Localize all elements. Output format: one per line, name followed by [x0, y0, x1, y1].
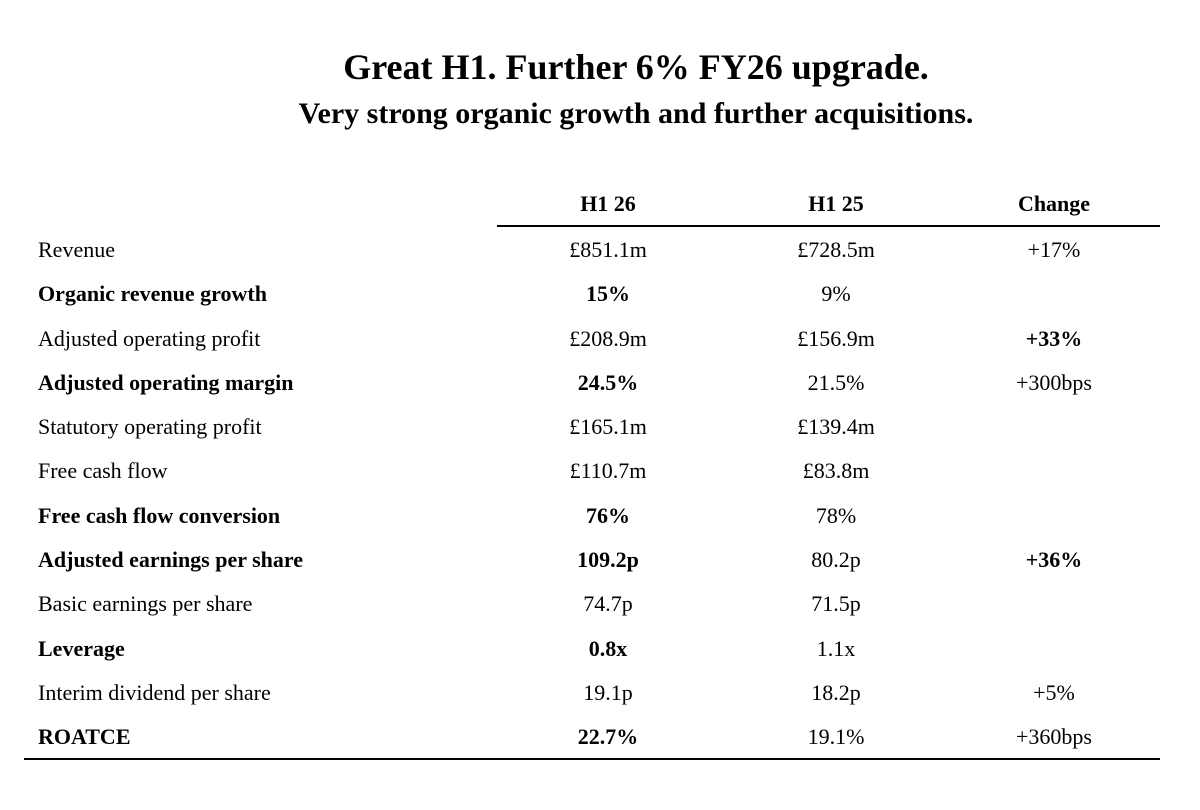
- table-row-interim-dividend: Interim dividend per share 19.1p 18.2p +…: [0, 671, 1200, 715]
- row-label: Free cash flow conversion: [38, 502, 281, 528]
- column-header-h1-25: H1 25: [808, 191, 864, 216]
- cell-h1-26: 109.2p: [577, 547, 639, 573]
- cell-h1-26: 24.5%: [577, 369, 639, 395]
- row-label: Basic earnings per share: [38, 591, 253, 617]
- cell-h1-25: 18.2p: [811, 679, 861, 705]
- cell-h1-25: 80.2p: [811, 547, 861, 573]
- row-label: Adjusted operating margin: [38, 369, 294, 395]
- header-divider: [497, 225, 1160, 227]
- row-label: Leverage: [38, 635, 125, 661]
- page-subtitle: Very strong organic growth and further a…: [298, 97, 974, 130]
- cell-h1-25: 21.5%: [807, 369, 865, 395]
- results-table: Revenue £851.1m £728.5m +17% Organic rev…: [0, 228, 1200, 760]
- cell-change: +33%: [1025, 325, 1083, 351]
- cell-h1-25: £83.8m: [802, 458, 870, 484]
- cell-change: +17%: [1027, 237, 1081, 262]
- cell-h1-26: £165.1m: [569, 414, 647, 440]
- row-label: Organic revenue growth: [38, 281, 267, 307]
- table-row-adjusted-operating-margin: Adjusted operating margin 24.5% 21.5% +3…: [0, 361, 1200, 405]
- cell-h1-26: £851.1m: [569, 237, 647, 262]
- column-header-h1-26: H1 26: [580, 191, 636, 216]
- cell-change: +300bps: [1016, 369, 1092, 395]
- cell-change: +36%: [1025, 547, 1083, 573]
- table-bottom-divider: [24, 758, 1160, 760]
- row-label: ROATCE: [38, 724, 131, 750]
- cell-change: +5%: [1033, 679, 1075, 705]
- cell-h1-25: 1.1x: [816, 635, 856, 661]
- cell-h1-25: 19.1%: [807, 724, 865, 750]
- table-row-organic-revenue-growth: Organic revenue growth 15% 9%: [0, 272, 1200, 316]
- row-label: Adjusted earnings per share: [38, 547, 304, 573]
- row-label: Revenue: [38, 237, 115, 262]
- table-row-adjusted-operating-profit: Adjusted operating profit £208.9m £156.9…: [0, 317, 1200, 361]
- cell-h1-25: £139.4m: [797, 414, 875, 440]
- row-label: Free cash flow: [38, 458, 168, 484]
- cell-h1-25: 9%: [821, 281, 851, 307]
- table-row-roatce: ROATCE 22.7% 19.1% +360bps: [0, 715, 1200, 759]
- cell-h1-25: 78%: [815, 502, 857, 528]
- cell-h1-25: 71.5p: [811, 591, 861, 617]
- page-title: Great H1. Further 6% FY26 upgrade.: [343, 47, 929, 87]
- cell-h1-26: 15%: [586, 281, 630, 307]
- cell-h1-25: £156.9m: [797, 325, 875, 351]
- cell-h1-26: 19.1p: [583, 679, 633, 705]
- table-row-revenue: Revenue £851.1m £728.5m +17%: [0, 228, 1200, 272]
- table-row-statutory-operating-profit: Statutory operating profit £165.1m £139.…: [0, 405, 1200, 449]
- cell-h1-26: 22.7%: [577, 724, 639, 750]
- cell-h1-26: £110.7m: [569, 458, 647, 484]
- cell-change: +360bps: [1016, 724, 1092, 750]
- table-row-free-cash-flow-conversion: Free cash flow conversion 76% 78%: [0, 494, 1200, 538]
- row-label: Interim dividend per share: [38, 679, 271, 705]
- row-label: Statutory operating profit: [38, 414, 262, 440]
- table-row-leverage: Leverage 0.8x 1.1x: [0, 627, 1200, 671]
- table-row-basic-eps: Basic earnings per share 74.7p 71.5p: [0, 582, 1200, 626]
- cell-h1-26: 74.7p: [583, 591, 633, 617]
- cell-h1-26: £208.9m: [569, 325, 647, 351]
- table-row-free-cash-flow: Free cash flow £110.7m £83.8m: [0, 449, 1200, 493]
- table-header: H1 26 H1 25 Change: [0, 186, 1200, 222]
- cell-h1-25: £728.5m: [797, 237, 875, 262]
- cell-h1-26: 76%: [586, 502, 630, 528]
- column-header-change: Change: [1017, 191, 1091, 216]
- row-label: Adjusted operating profit: [38, 325, 261, 351]
- table-row-adjusted-eps: Adjusted earnings per share 109.2p 80.2p…: [0, 538, 1200, 582]
- cell-h1-26: 0.8x: [588, 635, 628, 661]
